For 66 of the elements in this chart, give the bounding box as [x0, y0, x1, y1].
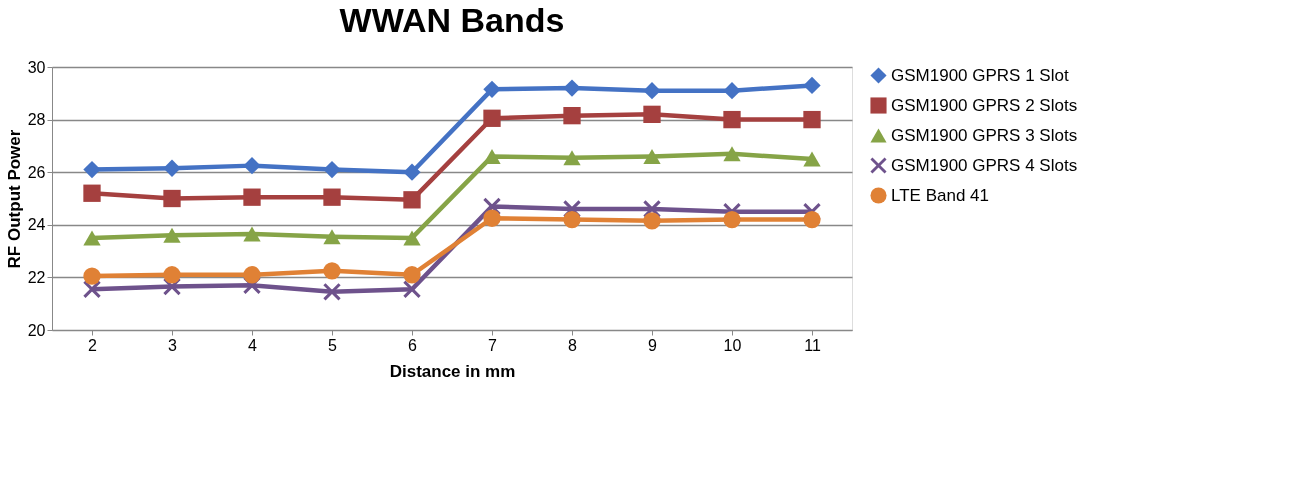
point: [803, 110, 821, 129]
y-tick-label: 28: [27, 111, 46, 129]
x-tick-label: 4: [248, 336, 258, 354]
point: [803, 76, 821, 95]
x-axis-title: Distance in mm: [389, 361, 516, 381]
y-axis-title: RF Output Power: [4, 129, 24, 269]
point: [323, 188, 341, 206]
point: [803, 151, 821, 167]
point: [243, 156, 261, 175]
x-tick-label: 11: [804, 336, 821, 354]
point: [403, 280, 421, 298]
point: [723, 210, 741, 229]
point: [483, 109, 501, 127]
legend-label: GSM1900 GPRS 1 Slot: [891, 65, 1069, 85]
point: [563, 106, 581, 125]
point: [323, 229, 341, 245]
x-tick-label: 2: [88, 336, 98, 354]
point: [483, 209, 501, 227]
x-tick-label: 10: [723, 336, 742, 354]
point: [563, 150, 581, 166]
point: [83, 184, 101, 202]
point: [83, 160, 101, 179]
legend-label: GSM1900 GPRS 2 Slots: [891, 95, 1078, 115]
point: [723, 82, 741, 100]
y-tick-label: 30: [27, 58, 46, 76]
point: [163, 159, 181, 177]
x-tick-label: 5: [328, 336, 338, 354]
point: [483, 80, 501, 99]
y-tick-label: 24: [27, 216, 46, 234]
point: [723, 146, 741, 162]
point: [403, 266, 421, 284]
y-tick-label: 20: [27, 321, 46, 339]
legend-label: GSM1900 GPRS 4 Slots: [891, 155, 1078, 175]
legend-label: LTE Band 41: [891, 185, 989, 205]
point: [483, 148, 501, 164]
point: [83, 230, 101, 246]
point: [323, 283, 341, 301]
point: [163, 227, 181, 243]
point: [403, 163, 421, 181]
point: [643, 105, 661, 123]
x-tick-label: 7: [488, 336, 498, 354]
y-tick-label: 26: [27, 163, 46, 181]
point: [243, 266, 261, 284]
point: [643, 212, 661, 230]
point: [323, 262, 341, 280]
point: [323, 160, 341, 179]
point: [83, 267, 101, 285]
point: [803, 210, 821, 229]
x-tick-label: 6: [408, 336, 418, 354]
point: [643, 82, 661, 100]
x-tick-label: 8: [568, 336, 578, 354]
y-tick-label: 22: [27, 268, 46, 286]
point: [563, 79, 581, 97]
point: [563, 210, 581, 229]
chart-title: WWAN Bands: [339, 1, 565, 39]
point: [403, 191, 421, 209]
point: [643, 148, 661, 164]
point: [403, 230, 421, 246]
point: [243, 188, 261, 206]
point: [243, 226, 261, 242]
x-tick-label: 9: [648, 336, 658, 354]
point: [163, 189, 181, 208]
legend-label: GSM1900 GPRS 3 Slots: [891, 125, 1078, 145]
point: [163, 266, 181, 284]
point: [723, 110, 741, 129]
x-tick-label: 3: [168, 336, 178, 354]
